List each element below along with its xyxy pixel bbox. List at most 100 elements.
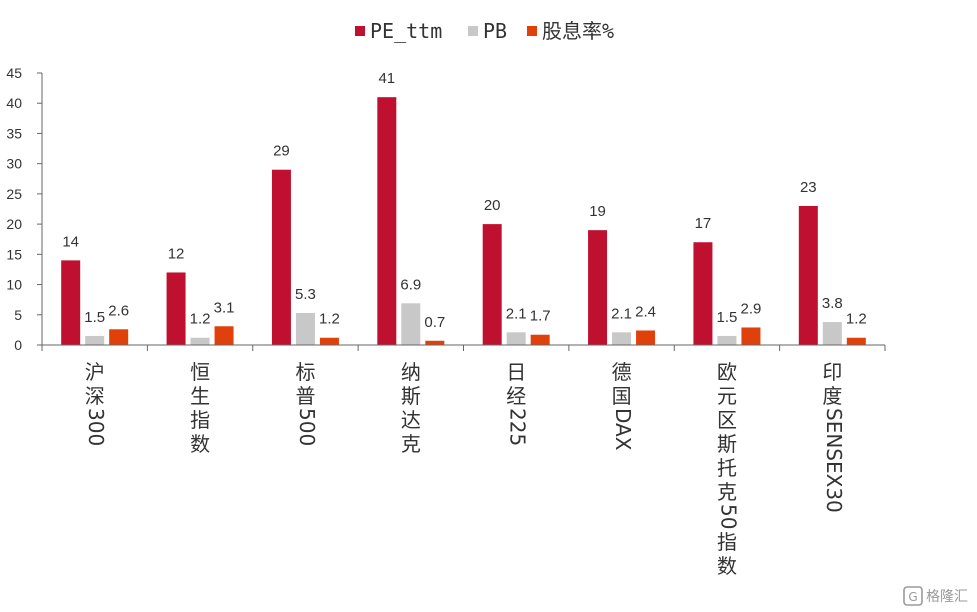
bar-PB-7 [822,322,842,345]
y-tick-label: 0 [14,337,22,353]
y-tick-label: 15 [6,246,22,262]
y-tick-label: 45 [6,65,22,81]
data-label: 2.6 [108,302,129,319]
bar-PB-4 [506,332,526,345]
svg-text:日: 日 [506,360,526,384]
svg-text:深: 深 [85,384,105,408]
bar-PE_ttm-6 [693,242,713,345]
bar-股息率%-1 [214,326,234,345]
data-label: 0.7 [424,314,445,331]
legend-label-1: PB [483,19,507,43]
data-label: 2.1 [506,305,527,322]
svg-text:印: 印 [822,360,842,384]
svg-text:纳: 纳 [401,360,421,384]
y-tick-label: 25 [6,186,22,202]
data-label: 17 [695,215,712,232]
svg-text:500: 500 [295,408,319,446]
legend-swatch-0 [355,26,365,36]
data-label: 19 [589,203,606,220]
data-label: 2.9 [741,300,762,317]
y-tick-label: 40 [6,95,22,111]
bar-PB-6 [717,335,737,345]
svg-text:指: 指 [717,530,737,554]
bar-PE_ttm-0 [61,260,81,345]
svg-text:SENSEX30: SENSEX30 [822,408,846,513]
data-label: 3.1 [214,299,235,316]
svg-text:恒: 恒 [190,360,210,384]
bar-PE_ttm-7 [798,205,818,345]
bar-股息率%-5 [636,330,656,345]
svg-text:经: 经 [506,384,526,408]
svg-text:标: 标 [295,360,315,384]
legend-swatch-2 [527,26,537,36]
data-label: 1.2 [846,311,867,328]
bar-PE_ttm-4 [482,224,502,345]
svg-text:数: 数 [717,554,737,578]
svg-text:沪: 沪 [85,360,105,384]
bar-PB-0 [85,335,105,345]
svg-text:DAX: DAX [611,408,635,451]
data-label: 1.2 [190,311,211,328]
bar-股息率%-3 [425,340,445,345]
svg-text:225: 225 [506,408,530,446]
data-label: 2.1 [611,305,632,322]
svg-text:度: 度 [822,384,842,408]
bar-PB-2 [295,312,315,345]
data-label: 1.7 [530,308,551,325]
svg-text:托: 托 [717,456,737,480]
svg-text:克: 克 [717,480,737,504]
bar-PB-5 [612,332,632,345]
svg-text:数: 数 [190,432,210,456]
data-label: 23 [800,179,817,196]
data-label: 1.5 [717,309,738,326]
bar-PB-1 [190,337,210,345]
bar-PE_ttm-1 [166,272,186,345]
data-label: 20 [484,197,501,214]
y-tick-label: 10 [6,277,22,293]
data-label: 3.8 [822,295,843,312]
svg-text:德: 德 [612,360,632,384]
svg-text:斯: 斯 [717,432,737,456]
bar-股息率%-0 [109,329,129,345]
data-label: 1.2 [319,311,340,328]
bar-股息率%-4 [530,334,550,345]
svg-text:300: 300 [84,408,108,446]
legend-label-2: 股息率% [542,19,614,43]
data-label: 5.3 [295,286,316,303]
svg-text:达: 达 [401,408,421,432]
svg-text:元: 元 [717,384,737,408]
watermark-text: 格隆汇 [926,589,968,605]
data-label: 1.5 [84,309,105,326]
bar-股息率%-6 [741,327,761,345]
legend-label-0: PE_ttm [370,19,442,43]
svg-text:欧: 欧 [717,360,737,384]
data-label: 6.9 [400,276,421,293]
data-label: 12 [168,245,185,262]
bars [61,97,866,345]
svg-text:50: 50 [716,504,740,529]
svg-text:指: 指 [190,408,210,432]
data-label: 2.4 [635,303,656,320]
y-axis: 0 5 10 15 20 25 30 35 40 45 [6,65,43,353]
bar-PE_ttm-3 [377,97,397,345]
y-tick-label: 35 [6,125,22,141]
data-label: 41 [378,70,395,87]
watermark-logo-icon: G [908,590,917,604]
svg-text:生: 生 [190,384,210,408]
bar-PE_ttm-2 [271,169,291,345]
y-tick-label: 20 [6,216,22,232]
svg-text:国: 国 [612,384,632,408]
bar-PB-3 [401,303,421,345]
y-tick-label: 5 [14,307,22,323]
svg-text:克: 克 [401,432,421,456]
